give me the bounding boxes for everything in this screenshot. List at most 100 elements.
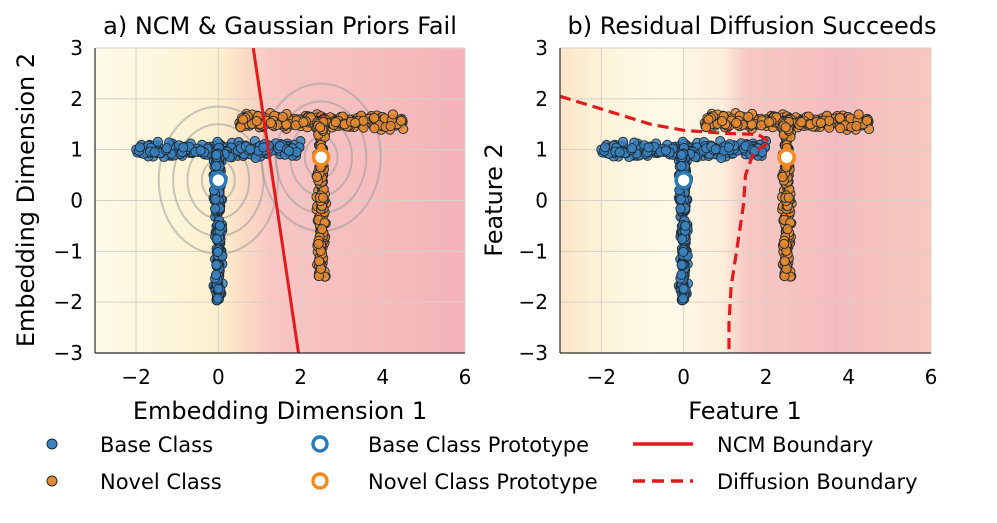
y-tick-label: 3 <box>70 36 83 60</box>
novel-class-point <box>815 117 826 128</box>
base-class-point <box>210 269 222 280</box>
novel-class-point <box>783 192 794 203</box>
base-class-point <box>212 293 223 304</box>
ncm-boundary-line <box>251 48 300 353</box>
diffusion-boundary-line <box>560 94 774 353</box>
novel-class-point <box>251 116 262 127</box>
novel-class-point <box>743 111 754 122</box>
base-class-point <box>195 145 206 156</box>
legend-label: Novel Class Prototype <box>368 470 598 494</box>
x-tick-label: 2 <box>760 365 773 389</box>
legend-label: Base Class Prototype <box>368 433 589 457</box>
panel-b-prototypes <box>674 147 797 190</box>
ncm-boundary <box>251 48 300 353</box>
novel-class-point <box>350 117 361 128</box>
novel-class-point <box>780 122 791 133</box>
novel-class-prototype <box>311 147 331 167</box>
legend-entry: NCM Boundary <box>633 433 873 457</box>
novel-class-point <box>369 112 380 124</box>
base-class-point <box>675 203 686 214</box>
novel-class-point <box>396 115 407 126</box>
novel-class-point <box>779 238 790 249</box>
base-class-point <box>211 149 222 161</box>
base-class-point <box>214 220 226 231</box>
base-class-point <box>211 234 222 245</box>
base-class-point <box>676 161 687 172</box>
base-class-point <box>211 259 222 270</box>
legend-label: NCM Boundary <box>717 433 873 457</box>
panel-b-x-label: Feature 1 <box>688 397 802 425</box>
novel-class-point <box>717 116 728 127</box>
y-tick-label: 0 <box>70 189 83 213</box>
base-class-point <box>618 136 629 147</box>
novel-class-point <box>311 171 323 182</box>
legend-entry: Novel Class <box>46 470 222 494</box>
x-tick-label: 0 <box>212 365 225 389</box>
novel-class-prototype <box>777 147 797 167</box>
y-tick-label: 2 <box>70 87 83 111</box>
base-class-point <box>211 161 222 172</box>
base-class-point <box>675 194 686 205</box>
y-tick-label: 0 <box>535 189 548 213</box>
novel-class-point <box>835 123 846 134</box>
diffusion-boundary <box>560 94 774 353</box>
base-class-point <box>245 144 256 155</box>
base-class-point <box>178 142 189 153</box>
base-class-point <box>134 142 145 153</box>
base-class-point <box>680 220 691 231</box>
novel-class-point <box>277 111 288 122</box>
novel-class-point <box>330 117 341 128</box>
panel-a: −2 0 2 4 6 3 2 1 0 −1 −2 −3 a) NCM & Gaussian Prior… <box>12 12 471 425</box>
novel-class-point <box>861 115 873 126</box>
novel-class-point <box>703 114 714 125</box>
x-tick-label: −2 <box>586 365 615 389</box>
novel-class-point <box>731 117 742 128</box>
novel-class-point <box>369 123 380 134</box>
panel-b-points <box>596 108 875 306</box>
y-tick-label: −1 <box>519 239 548 263</box>
legend-marker <box>46 438 58 450</box>
base-class-point <box>660 145 671 156</box>
novel-class-point <box>298 117 309 128</box>
panel-b-ticks: −2 0 2 4 6 3 2 1 0 −1 −2 −3 <box>519 36 938 389</box>
novel-class-point <box>358 115 369 126</box>
base-class-point <box>210 203 221 214</box>
novel-class-point <box>314 256 325 267</box>
y-tick-label: −2 <box>519 290 548 314</box>
base-class-point <box>678 293 689 304</box>
x-tick-label: 0 <box>677 365 690 389</box>
novel-class-point <box>265 117 276 128</box>
novel-class-point <box>387 109 398 120</box>
base-class-point <box>210 194 221 205</box>
y-tick-label: 1 <box>535 138 548 162</box>
panel-b-y-label: Feature 2 <box>480 143 508 257</box>
panel-a-ticks: −2 0 2 4 6 3 2 1 0 −1 −2 −3 <box>54 36 472 389</box>
panel-b: −2 0 2 4 6 3 2 1 0 −1 −2 −3 b) Residual Diffusion S… <box>480 12 937 425</box>
panel-a-prototypes <box>209 147 331 190</box>
base-class-point <box>149 147 160 158</box>
base-class-point <box>600 142 611 153</box>
novel-class-point <box>779 256 790 267</box>
base-class-point <box>643 142 654 153</box>
y-tick-label: −2 <box>54 290 83 314</box>
base-class-point <box>678 283 689 294</box>
novel-class-point <box>782 224 793 235</box>
novel-class-point <box>777 171 788 182</box>
base-class-prototype <box>674 170 693 190</box>
novel-class-point <box>313 238 324 249</box>
novel-class-point <box>315 122 326 133</box>
base-class-point <box>212 246 223 258</box>
novel-class-point <box>796 117 807 128</box>
legend-entry: Base Class <box>46 433 213 457</box>
x-tick-label: −2 <box>121 365 150 389</box>
novel-class-point <box>853 109 864 120</box>
legend-entry: Novel Class Prototype <box>311 470 598 494</box>
base-class-point <box>723 142 734 153</box>
base-class-point <box>152 136 163 147</box>
y-tick-label: −1 <box>54 239 83 263</box>
y-tick-label: −3 <box>519 341 548 365</box>
novel-class-point <box>764 117 775 128</box>
x-tick-label: 2 <box>294 365 307 389</box>
base-class-point <box>676 259 687 270</box>
